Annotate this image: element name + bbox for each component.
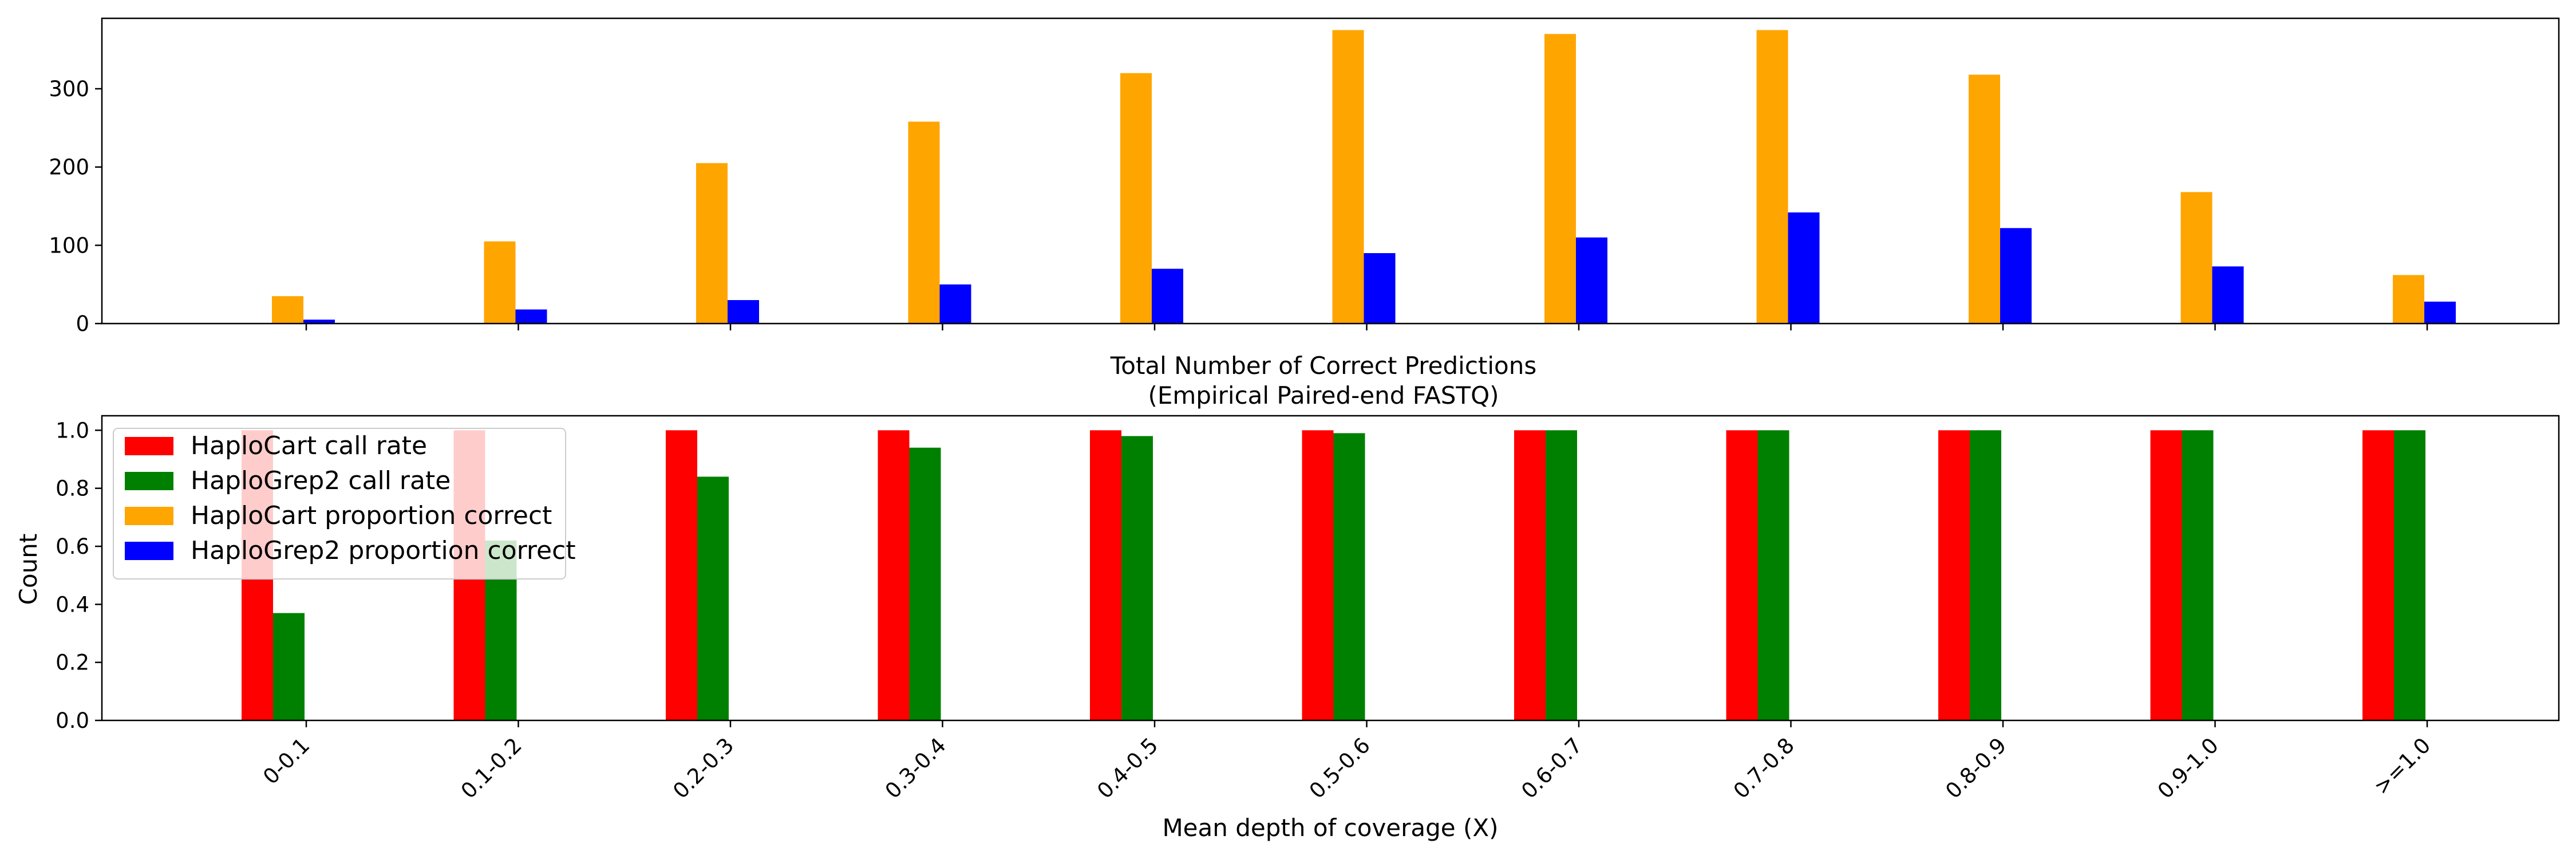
bar-haplogrep2-call-rate-1-0 [2394, 430, 2425, 720]
bottom-y-tick-label: 0.4 [56, 592, 89, 617]
bottom-y-tick-label: 0.2 [56, 651, 89, 675]
bar-haplogrep2-proportion-correct-0-3-0-4 [939, 284, 971, 324]
bar-haplocart-call-rate-0-6-0-7 [1514, 430, 1546, 720]
bar-haplocart-proportion-correct-0-6-0-7 [1544, 34, 1576, 324]
bar-haplocart-call-rate-0-2-0-3 [666, 430, 697, 720]
x-tick-label: 0.6-0.7 [1516, 733, 1587, 803]
bar-haplocart-proportion-correct-0-4-0-5 [1120, 73, 1152, 324]
y-axis-label: Count [14, 534, 42, 605]
legend-label-haplocart-call-rate: HaploCart call rate [191, 431, 427, 460]
bar-haplogrep2-call-rate-0-3-0-4 [909, 447, 941, 720]
bar-haplogrep2-proportion-correct-0-1-0-2 [515, 309, 547, 324]
bar-haplogrep2-proportion-correct-0-9-1-0 [2212, 266, 2244, 324]
legend-frame [113, 428, 566, 580]
bar-haplocart-call-rate-0-7-0-8 [1726, 430, 1758, 720]
chart-subtitle: (Empirical Paired-end FASTQ) [1148, 381, 1499, 409]
bar-haplogrep2-call-rate-0-5-0-6 [1333, 433, 1365, 720]
top-plot-frame [101, 17, 2560, 325]
x-tick-label: >=1.0 [2369, 733, 2435, 799]
x-tick-label: 0-0.1 [258, 733, 314, 789]
x-tick-label: 0.7-0.8 [1729, 733, 1799, 803]
x-axis-label: Mean depth of coverage (X) [1162, 814, 1498, 842]
bar-haplocart-proportion-correct-1-0 [2393, 275, 2424, 324]
bar-haplogrep2-call-rate-0-0-1 [273, 613, 305, 720]
x-tick-label: 0.5-0.6 [1305, 733, 1375, 803]
top-y-tick-label: 200 [49, 155, 89, 180]
bar-haplocart-call-rate-0-8-0-9 [1938, 430, 1970, 720]
bar-haplocart-proportion-correct-0-7-0-8 [1756, 30, 1788, 324]
chart-title: Total Number of Correct Predictions [1110, 352, 1537, 380]
bar-haplocart-proportion-correct-0-3-0-4 [908, 121, 940, 324]
legend: HaploCart call rate HaploGrep2 call rate H… [113, 428, 576, 580]
bar-haplogrep2-call-rate-0-4-0-5 [1121, 436, 1153, 720]
x-tick-label: 0.8-0.9 [1941, 733, 2011, 803]
legend-swatch-haplogrep2-call-rate [125, 472, 173, 490]
bottom-bar-chart: 0.0 0.2 0.4 0.6 0.8 1.0 0-0.1 0.1-0.2 0.2-0.3 0.3… [14, 352, 2560, 842]
bar-haplogrep2-call-rate-0-7-0-8 [1757, 430, 1789, 720]
x-tick-label: 0.1-0.2 [456, 733, 527, 803]
top-bar-chart: 0 100 200 300 [49, 17, 2560, 336]
bar-haplogrep2-proportion-correct-0-7-0-8 [1788, 212, 1820, 324]
top-y-tick-label: 300 [49, 77, 89, 101]
bar-haplocart-proportion-correct-0-9-1-0 [2180, 192, 2212, 324]
top-y-tick-label: 0 [76, 312, 89, 336]
top-y-tick-label: 100 [49, 233, 89, 258]
bar-haplocart-call-rate-0-5-0-6 [1302, 430, 1334, 720]
x-tick-label: 0.9-1.0 [2153, 733, 2223, 803]
legend-swatch-haplocart-call-rate [125, 437, 173, 455]
bar-haplocart-call-rate-1-0 [2362, 430, 2394, 720]
bottom-y-tick-label: 0.8 [56, 476, 89, 501]
legend-label-haplogrep2-proportion-correct: HaploGrep2 proportion correct [191, 536, 576, 565]
bar-haplocart-call-rate-0-9-1-0 [2150, 430, 2182, 720]
bottom-y-tick-label: 0.0 [56, 708, 89, 733]
x-tick-label: 0.3-0.4 [880, 733, 951, 803]
bottom-plot-frame [101, 415, 2560, 722]
bar-haplogrep2-proportion-correct-0-5-0-6 [1364, 253, 1396, 324]
bar-haplocart-proportion-correct-0-1-0-2 [484, 241, 516, 324]
bar-haplocart-proportion-correct-0-8-0-9 [1969, 74, 2000, 324]
bar-haplocart-call-rate-0-4-0-5 [1090, 430, 1121, 720]
bar-haplocart-proportion-correct-0-2-0-3 [696, 163, 728, 324]
bar-haplogrep2-proportion-correct-1-0 [2424, 301, 2456, 324]
bar-haplogrep2-call-rate-0-6-0-7 [1546, 430, 1577, 720]
legend-label-haplocart-proportion-correct: HaploCart proportion correct [191, 501, 552, 530]
bar-haplocart-proportion-correct-0-5-0-6 [1332, 30, 1364, 324]
x-tick-label: 0.4-0.5 [1092, 733, 1163, 803]
bar-haplogrep2-proportion-correct-0-8-0-9 [2000, 228, 2032, 324]
bar-haplogrep2-proportion-correct-0-2-0-3 [728, 300, 759, 324]
x-tick-label: 0.2-0.3 [668, 733, 738, 803]
bar-haplogrep2-call-rate-0-8-0-9 [1970, 430, 2001, 720]
legend-swatch-haplocart-proportion-correct [125, 507, 173, 525]
legend-swatch-haplogrep2-proportion-correct [125, 542, 173, 560]
bar-haplogrep2-call-rate-0-9-1-0 [2182, 430, 2214, 720]
bottom-y-tick-label: 0.6 [56, 534, 89, 559]
bottom-y-tick-label: 1.0 [56, 418, 89, 443]
bar-haplogrep2-call-rate-0-2-0-3 [697, 476, 729, 720]
bar-haplogrep2-proportion-correct-0-6-0-7 [1576, 237, 1607, 324]
bar-haplogrep2-proportion-correct-0-0-1 [303, 320, 335, 324]
bar-haplocart-call-rate-0-3-0-4 [878, 430, 910, 720]
legend-label-haplogrep2-call-rate: HaploGrep2 call rate [191, 466, 451, 495]
bar-haplocart-proportion-correct-0-0-1 [272, 296, 303, 324]
bar-haplogrep2-proportion-correct-0-4-0-5 [1152, 269, 1183, 324]
